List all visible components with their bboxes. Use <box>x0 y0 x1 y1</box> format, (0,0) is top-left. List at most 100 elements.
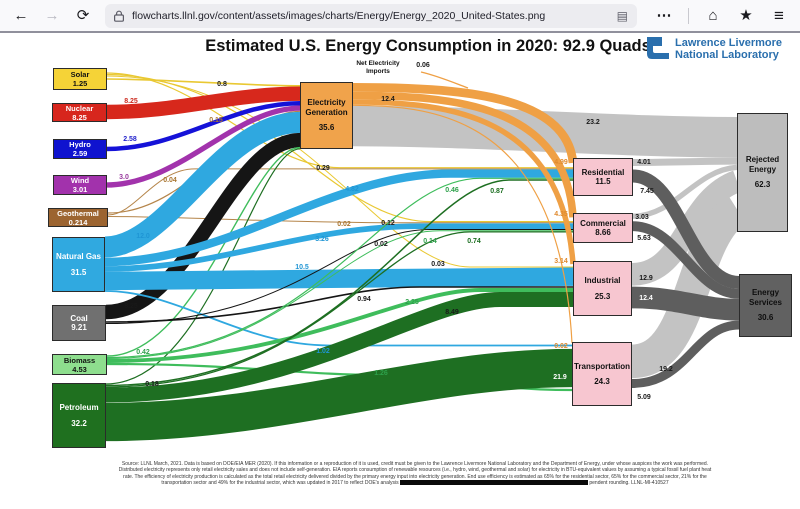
flow-gas-residential <box>104 169 573 267</box>
flow-residential-services <box>632 169 740 289</box>
node-coal: Coal 9.21 <box>52 305 106 341</box>
address-bar[interactable]: flowcharts.llnl.gov/content/assets/image… <box>105 3 637 28</box>
flow-petroleum-industrial <box>105 292 573 403</box>
node-energy-services: Energy Services 30.6 <box>739 274 792 337</box>
label-wind-electricity: 3.0 <box>119 174 129 181</box>
flow-solar-electricity <box>105 78 301 87</box>
toolbar-divider <box>688 7 689 24</box>
flow-coal-commercial <box>105 229 573 324</box>
label-electricity-commercial: 4.35 <box>554 211 568 218</box>
back-icon[interactable]: ← <box>13 7 29 24</box>
overflow-menu-icon[interactable]: ⋯ <box>656 7 672 24</box>
logo-line-1: Lawrence Livermore <box>675 37 782 49</box>
label-solar-industrial: 0.03 <box>431 261 445 268</box>
hamburger-menu-icon[interactable]: ≡ <box>774 6 784 25</box>
label-gas-commercial: 3.26 <box>315 236 329 243</box>
flow-coal-electricity <box>105 132 301 320</box>
label-petroleum-electricity: 0.18 <box>145 381 159 388</box>
logo-line-2: National Laboratory <box>675 49 779 61</box>
label-gas-transportation: 1.02 <box>316 348 330 355</box>
reader-view-icon[interactable]: ▤ <box>616 8 628 23</box>
node-solar: Solar 1.25 <box>53 68 107 90</box>
flow-nuclear-electricity <box>105 86 301 120</box>
flow-petroleum-commercial <box>105 231 573 388</box>
page-title: Estimated U.S. Energy Consumption in 202… <box>205 37 651 55</box>
node-petroleum: Petroleum 32.2 <box>52 383 106 448</box>
flow-imports-electricity <box>420 71 469 89</box>
forward-icon[interactable]: → <box>44 7 60 24</box>
node-hydro: Hydro 2.59 <box>53 139 107 159</box>
label-biomass-residential: 0.46 <box>445 187 459 194</box>
label-commercial-services: 5.63 <box>637 235 651 242</box>
node-wind: Wind 3.01 <box>53 175 107 195</box>
label-solar-residential: 0.29 <box>316 165 330 172</box>
node-geothermal: Geothermal 0.214 <box>48 208 108 227</box>
flow-gas-commercial <box>104 223 573 272</box>
flow-petroleum-transportation <box>105 348 573 442</box>
flow-biomass-commercial <box>106 230 573 359</box>
node-industrial: Industrial 25.3 <box>573 261 632 316</box>
flow-gas-electricity <box>104 111 301 258</box>
flow-petroleum-electricity <box>105 148 301 385</box>
node-biomass: Biomass 4.53 <box>52 354 107 375</box>
node-commercial: Commercial 8.66 <box>573 213 633 243</box>
node-nuclear: Nuclear 8.25 <box>52 103 107 122</box>
home-icon[interactable]: ⌂ <box>708 7 718 24</box>
label-biomass-commercial: 0.14 <box>423 238 437 245</box>
label-nuclear-electricity: 8.25 <box>124 98 138 105</box>
label-coal-electricity: 8.25 <box>124 303 138 310</box>
url-text[interactable]: flowcharts.llnl.gov/content/assets/image… <box>132 9 546 22</box>
label-electricity-transportation: 0.02 <box>554 343 568 350</box>
flow-solar-industrial <box>105 75 573 268</box>
label-solar-commercial: 0.12 <box>381 220 395 227</box>
label-residential-services: 7.45 <box>640 188 654 195</box>
flow-wind-electricity <box>105 105 301 188</box>
label-net-imports-value: 0.06 <box>416 62 430 69</box>
flow-gas-industrial <box>104 267 574 291</box>
flow-biomass-residential <box>106 177 573 359</box>
footnote-text-before: Source: LLNL March, 2021. Data is based … <box>118 461 712 486</box>
label-electricity-residential: 4.99 <box>554 159 568 166</box>
label-petroleum-residential: 0.87 <box>490 188 504 195</box>
bookmark-star-icon[interactable]: ★ <box>739 7 753 24</box>
flow-electricity-transportation <box>352 104 573 344</box>
label-solar-electricity: 0.8 <box>217 81 227 88</box>
reload-icon[interactable]: ⟳ <box>76 7 90 24</box>
node-electricity-generation: Electricity Generation 35.6 <box>300 82 353 149</box>
flow-commercial-services <box>632 221 740 299</box>
label-electricity-rejected: 23.2 <box>586 119 600 126</box>
label-industrial-services: 12.4 <box>639 295 653 302</box>
flow-biomass-industrial <box>106 288 573 363</box>
label-coal-commercial: 0.02 <box>374 241 388 248</box>
label-transportation-rejected: 19.2 <box>659 366 673 373</box>
flow-electricity-residential <box>352 83 578 164</box>
label-biomass-industrial: 2.25 <box>405 299 419 306</box>
flow-electricity-commercial <box>352 91 577 218</box>
llnl-logo-icon <box>647 37 669 59</box>
label-biomass-electricity: 0.42 <box>136 349 150 356</box>
source-footnote: Source: LLNL March, 2021. Data is based … <box>115 461 715 486</box>
label-electricity-industrial: 3.14 <box>554 258 568 265</box>
flow-industrial-services <box>631 286 740 321</box>
flow-coal-industrial <box>105 286 573 323</box>
label-coal-industrial: 0.94 <box>357 296 371 303</box>
flow-electricity-industrial <box>352 99 576 265</box>
label-petroleum-commercial: 0.74 <box>467 238 481 245</box>
lock-icon <box>114 10 124 22</box>
node-residential: Residential 11.5 <box>573 158 633 196</box>
label-commercial-rejected: 3.03 <box>635 214 649 221</box>
flow-transportation-services <box>631 320 740 388</box>
redaction-bar <box>399 480 588 485</box>
net-imports-label: Net Electricity Imports <box>356 60 400 75</box>
label-gas-industrial: 10.5 <box>295 264 309 271</box>
llnl-logo: Lawrence Livermore National Laboratory <box>644 36 782 62</box>
node-transportation: Transportation 24.3 <box>572 342 632 406</box>
label-petroleum-transportation: 21.9 <box>553 374 567 381</box>
flow-geothermal-commercial <box>107 216 573 224</box>
label-hydro-electricity: 2.58 <box>123 136 137 143</box>
label-gas-electricity: 12.0 <box>136 233 150 240</box>
node-rejected-energy: Rejected Energy 62.3 <box>737 113 788 232</box>
footnote-text-after: pendent rounding. LLNL-MI-410527 <box>589 479 669 486</box>
